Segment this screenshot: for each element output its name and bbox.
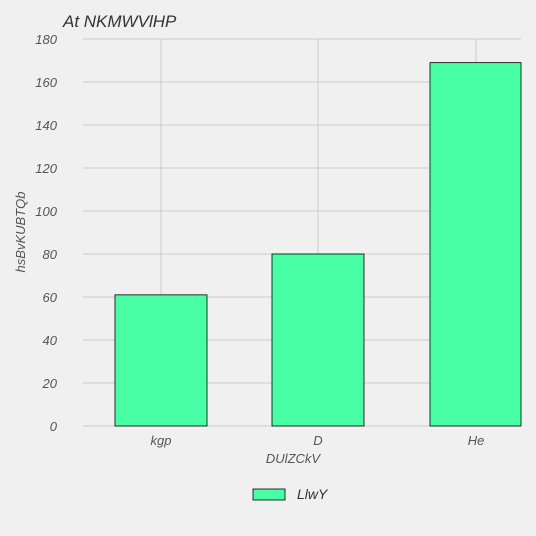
x-axis-ticks: kgp D He [151,433,485,448]
y-tick-label: 100 [35,204,57,219]
bar-D [271,253,365,427]
y-tick-label: 60 [43,290,58,305]
x-tick-label: D [313,433,322,448]
y-axis-ticks: 0 20 40 60 80 100 120 140 160 180 [35,32,57,434]
legend-label: LlwY [297,486,329,502]
bar-kgp [114,294,208,427]
chart-title: At NKMWVlHP [62,12,177,31]
x-axis-title: DUlZCkV [266,451,321,466]
bar-He [429,62,522,427]
y-tick-label: 140 [35,118,57,133]
y-tick-label: 120 [35,161,57,176]
y-tick-label: 180 [35,32,57,47]
y-tick-label: 160 [35,75,57,90]
y-tick-label: 20 [42,376,58,391]
x-tick-label: He [468,433,485,448]
y-axis-title: hsBvKUBTQb [13,192,28,273]
x-tick-label: kgp [151,433,172,448]
legend: LlwY [252,486,329,502]
y-tick-label: 0 [50,419,58,434]
y-tick-label: 40 [43,333,58,348]
bars [114,62,522,427]
y-tick-label: 80 [43,247,58,262]
legend-swatch [252,488,286,501]
